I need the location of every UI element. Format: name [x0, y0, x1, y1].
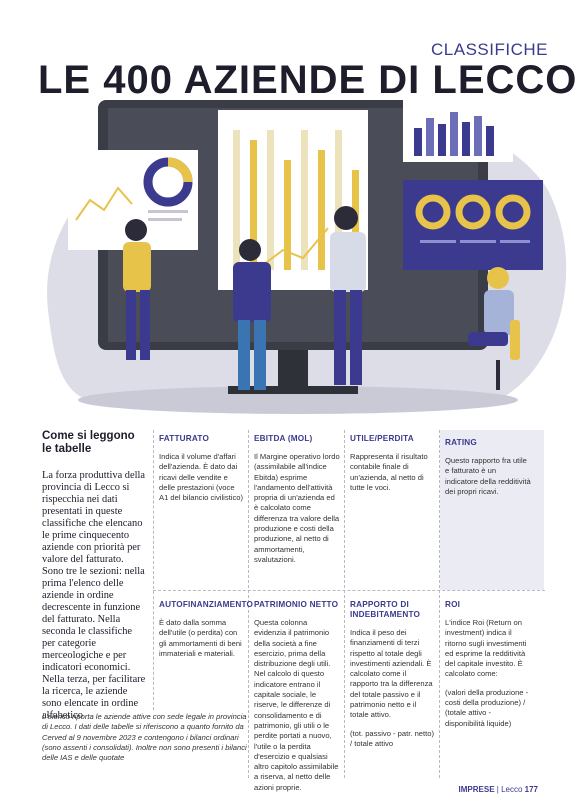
person-woman-left — [123, 219, 151, 360]
divider — [248, 430, 249, 778]
def-rating: RATING Questo rapporto fra utile e fattu… — [445, 438, 531, 497]
def-title: PATRIMONIO NETTO — [254, 600, 339, 609]
def-text: Indica il peso dei finanziamenti di terz… — [350, 628, 433, 720]
def-autofinanziamento: AUTOFINANZIAMENTO È dato dalla somma del… — [159, 600, 254, 659]
bar — [318, 150, 325, 270]
bar — [474, 116, 482, 156]
def-text: Indica il volume d'affari dell'azienda. … — [159, 452, 243, 503]
def-text: Il Margine operativo lordo (assimilabile… — [254, 452, 340, 564]
title-part-1: LE — [38, 58, 104, 102]
bar — [462, 122, 470, 156]
bar — [414, 128, 422, 156]
footer-sep: | Lecco — [494, 785, 525, 794]
title-city: LECCO — [432, 58, 578, 102]
text-line — [500, 240, 530, 243]
footer-section: IMPRESE — [458, 785, 495, 794]
def-title: RATING — [445, 438, 477, 447]
def-ebitda: EBITDA (MOL) Il Margine operativo lordo … — [254, 434, 340, 565]
rating-box-bg — [440, 430, 544, 590]
def-title: RAPPORTO DI INDEBITAMENTO — [350, 600, 421, 619]
def-title: EBITDA (MOL) — [254, 434, 313, 443]
intro-body: La forza produttiva della provincia di L… — [42, 470, 146, 721]
def-utile: UTILE/PERDITA Rappresenta il risultato c… — [350, 434, 436, 493]
donut-segment — [167, 157, 193, 183]
divider — [153, 430, 154, 710]
person-man-right — [330, 206, 366, 385]
section-kicker: CLASSIFICHE — [431, 40, 548, 59]
intro-sidebar: Come si leggono le tabelle La forza prod… — [42, 430, 146, 722]
donut-2 — [455, 194, 491, 230]
bar — [486, 126, 494, 156]
def-text: Questa colonna evidenzia il patrimonio d… — [254, 618, 339, 792]
text-line — [460, 240, 496, 243]
bar — [284, 160, 291, 270]
divider — [344, 430, 345, 778]
text-line — [148, 210, 188, 213]
bar — [335, 130, 342, 270]
page-number: 177 — [524, 785, 538, 794]
hero-illustration — [47, 100, 567, 414]
footnote: L'elenco riporta le aziende attive con s… — [42, 712, 247, 763]
floor-shadow — [78, 386, 518, 414]
def-indebitamento: RAPPORTO DI INDEBITAMENTO Indica il peso… — [350, 600, 436, 749]
def-roi: ROI L'indice Roi (Return on investment) … — [445, 600, 531, 729]
def-text: Rappresenta il risultato contabile final… — [350, 452, 428, 492]
page-title: LE 400 AZIENDE DI LECCO — [38, 58, 577, 103]
title-number: 400 — [103, 58, 173, 102]
def-formula: (tot. passivo - patr. netto) / totale at… — [350, 728, 434, 748]
text-line — [148, 218, 182, 221]
bar — [267, 130, 274, 270]
def-title: UTILE/PERDITA — [350, 434, 414, 443]
divider — [153, 590, 545, 591]
bar — [301, 130, 308, 270]
title-part-2: AZIENDE DI — [172, 58, 433, 102]
donut-3 — [495, 194, 531, 230]
intro-heading: Come si leggono le tabelle — [42, 430, 135, 455]
def-text: Questo rapporto fra utile e fatturato è … — [445, 456, 531, 496]
def-text: L'indice Roi (Return on investment) indi… — [445, 618, 527, 679]
bar — [438, 124, 446, 156]
bar — [250, 140, 257, 270]
divider — [439, 430, 440, 778]
def-title: ROI — [445, 600, 461, 609]
monitor-stand — [278, 350, 308, 390]
mini-line — [75, 186, 133, 221]
def-title: FATTURATO — [159, 434, 210, 443]
text-line — [420, 240, 456, 243]
def-fatturato: FATTURATO Indica il volume d'affari dell… — [159, 434, 245, 503]
def-title: AUTOFINANZIAMENTO — [159, 600, 254, 609]
def-text: È dato dalla somma dell'utile (o perdita… — [159, 618, 242, 658]
bar — [450, 112, 458, 156]
monitor-base — [228, 386, 358, 394]
right-top-bars — [414, 112, 494, 156]
def-formula: (valori della produzione - costi della p… — [445, 687, 529, 728]
bar — [233, 130, 240, 270]
bar — [426, 118, 434, 156]
page-footer: IMPRESE | Lecco 177 — [459, 785, 538, 794]
person-man-center — [233, 239, 271, 390]
person-woman-chair — [468, 267, 520, 390]
donut-1 — [415, 194, 451, 230]
def-patrimonio: PATRIMONIO NETTO Questa colonna evidenzi… — [254, 600, 340, 793]
